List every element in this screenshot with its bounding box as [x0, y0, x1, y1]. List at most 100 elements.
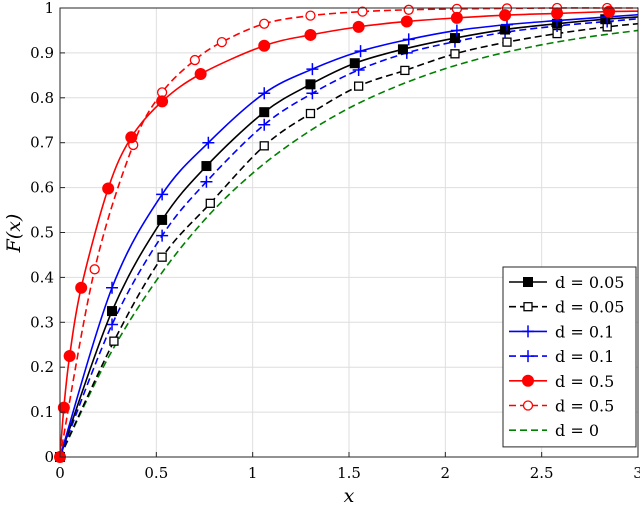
- legend-label: d = 0.1: [555, 347, 614, 366]
- y-tick-label: 0.1: [30, 403, 54, 421]
- data-point-filled-circle: [603, 5, 616, 18]
- data-point-open-circle: [522, 400, 534, 411]
- legend-entry-3: d = 0.1: [509, 347, 614, 366]
- data-point-open-square: [205, 198, 215, 208]
- data-point-plus: [522, 350, 534, 363]
- legend-label: d = 0.5: [555, 372, 614, 391]
- data-point-filled-circle: [522, 374, 534, 387]
- data-point-filled-square: [201, 161, 212, 172]
- data-point-open-square: [502, 37, 512, 47]
- legend-entry-2: d = 0.1: [509, 322, 614, 341]
- data-point-filled-square: [305, 79, 316, 90]
- series-line: [59, 22, 639, 458]
- data-point-filled-square: [157, 214, 168, 225]
- legend-entry-1: d = 0.05: [509, 298, 624, 317]
- legend-entry-4: d = 0.5: [509, 372, 614, 391]
- data-point-filled-circle: [75, 281, 88, 294]
- data-point-open-circle: [189, 54, 201, 66]
- data-point-plus: [450, 24, 463, 37]
- data-point-filled-circle: [400, 15, 413, 28]
- data-point-filled-circle: [450, 11, 463, 24]
- data-point-open-square: [400, 65, 410, 76]
- x-tick-label: 0: [55, 464, 65, 482]
- data-point-filled-circle: [63, 349, 76, 362]
- data-point-plus: [306, 63, 319, 76]
- data-point-plus: [156, 229, 169, 242]
- legend-box: [502, 266, 637, 448]
- data-point-plus: [156, 188, 169, 201]
- y-tick-label: 0.5: [30, 224, 54, 242]
- legend-label: d = 0.05: [555, 298, 624, 317]
- y-tick-label: 0.3: [30, 313, 54, 331]
- data-point-open-square: [523, 302, 533, 312]
- data-point-plus: [258, 118, 271, 131]
- data-point-open-square: [259, 141, 269, 151]
- data-point-filled-square: [449, 33, 460, 44]
- data-point-open-square: [305, 108, 316, 119]
- data-point-open-square: [109, 336, 119, 346]
- x-tick-label: 2: [441, 464, 451, 482]
- data-point-plus: [258, 87, 271, 100]
- data-point-filled-square: [259, 107, 270, 118]
- data-point-plus: [106, 318, 119, 331]
- data-point-filled-circle: [352, 20, 365, 33]
- x-tick-label: 2.5: [530, 464, 554, 482]
- x-tick-label: 3: [633, 464, 640, 482]
- data-point-plus: [402, 33, 415, 46]
- legend: d = 0.05 d = 0.05 d = 0.1 d = 0.1 d = 0.5 d =…: [502, 266, 637, 448]
- data-point-open-square: [157, 252, 167, 262]
- series-6: [59, 29, 639, 458]
- x-axis-label: x: [344, 485, 355, 507]
- data-point-filled-square: [107, 306, 118, 317]
- series-line: [59, 10, 639, 458]
- data-point-open-square: [450, 49, 460, 59]
- legend-label: d = 0: [555, 421, 599, 440]
- legend-label: d = 0.05: [555, 273, 624, 292]
- data-point-filled-circle: [194, 68, 207, 81]
- y-tick-label: 0.2: [30, 358, 54, 376]
- y-tick-label: 0.7: [30, 134, 54, 152]
- data-point-plus: [106, 281, 119, 294]
- y-tick-label: 1: [44, 0, 54, 17]
- data-point-open-circle: [259, 18, 270, 29]
- axis-ticks: 0 0.5 1 1.5 2 2.5 3 0 0.1 0.2 0.3 0.4 0.5 0.6 0.7 0.8 0.…: [30, 0, 640, 482]
- x-tick-label: 1: [248, 464, 258, 482]
- legend-entry-6: d = 0: [509, 421, 599, 440]
- data-point-open-circle: [403, 4, 414, 15]
- x-tick-label: 0.5: [144, 464, 168, 482]
- data-point-open-square: [353, 81, 364, 91]
- data-point-filled-circle: [156, 95, 169, 108]
- data-point-plus: [354, 45, 367, 58]
- data-point-open-circle: [357, 6, 368, 17]
- y-tick-label: 0.9: [30, 44, 54, 62]
- data-point-open-circle: [216, 36, 227, 48]
- data-point-open-circle: [89, 264, 100, 275]
- legend-entry-5: d = 0.5: [509, 397, 614, 416]
- x-tick-label: 1.5: [337, 464, 361, 482]
- data-point-filled-circle: [57, 401, 70, 414]
- data-point-open-circle: [305, 10, 316, 21]
- data-point-filled-circle: [551, 7, 564, 20]
- data-point-filled-square: [500, 24, 511, 35]
- data-point-filled-square: [349, 58, 360, 69]
- data-point-filled-square: [523, 277, 533, 287]
- legend-entry-0: d = 0.05: [509, 273, 624, 292]
- data-point-filled-circle: [499, 9, 512, 22]
- data-point-plus: [522, 325, 534, 338]
- y-tick-label: 0.8: [30, 89, 54, 107]
- data-point-filled-circle: [304, 28, 317, 41]
- y-tick-label: 0.6: [30, 179, 54, 197]
- data-point-filled-circle: [258, 39, 271, 52]
- data-point-plus: [200, 175, 213, 188]
- data-point-filled-square: [397, 44, 408, 55]
- legend-label: d = 0.1: [555, 322, 614, 341]
- series-line: [59, 29, 639, 458]
- legend-label: d = 0.5: [555, 397, 614, 416]
- y-tick-label: 0.4: [30, 268, 54, 286]
- data-point-plus: [202, 136, 215, 149]
- data-point-filled-circle: [125, 131, 138, 144]
- y-axis-label: F(x): [3, 214, 25, 254]
- y-tick-label: 0: [44, 448, 54, 466]
- data-point-filled-circle: [102, 182, 115, 195]
